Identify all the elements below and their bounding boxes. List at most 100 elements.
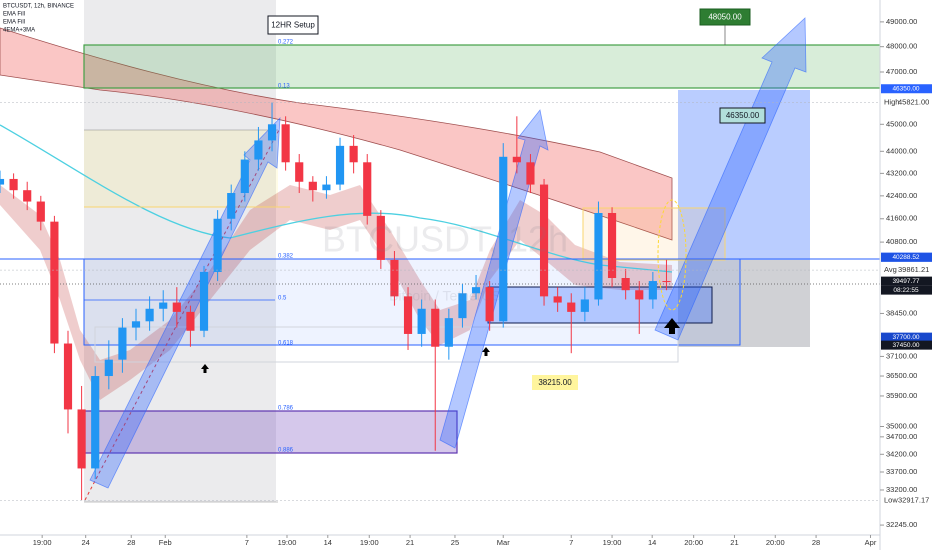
candle-body — [526, 162, 535, 185]
time-axis — [0, 535, 880, 550]
low-mark-box — [532, 375, 578, 390]
date-range-shade — [84, 0, 276, 502]
candle-body — [376, 215, 385, 260]
target-label: 48050.00 — [708, 13, 742, 22]
y-tick-label: 36500.00 — [886, 371, 917, 380]
x-tick-label: 19:00 — [603, 538, 622, 547]
candle-body — [322, 184, 331, 191]
price-tag — [881, 340, 932, 350]
candle-body — [240, 159, 249, 194]
x-tick-label: 14 — [324, 538, 332, 547]
highlight-ellipse — [657, 199, 687, 311]
candle-body — [0, 178, 5, 185]
x-tick-label: 21 — [730, 538, 738, 547]
countdown-box — [881, 285, 932, 295]
blue-arrow — [654, 17, 807, 341]
x-tick-label: 20:00 — [684, 538, 703, 547]
fib-label: 0.382 — [278, 254, 294, 260]
candle-body — [431, 308, 440, 347]
y-tick-label: 35000.00 — [886, 421, 917, 430]
yellow-box — [582, 207, 726, 261]
x-tick-label: 21 — [406, 538, 414, 547]
price-tag-label: 37700.00 — [892, 334, 919, 341]
y-tick-label: 43200.00 — [886, 168, 917, 177]
x-tick-label: Mar — [497, 538, 510, 547]
setup-label: 12HR Setup — [271, 21, 315, 30]
x-tick-label: Feb — [159, 538, 172, 547]
candle-body — [648, 281, 657, 300]
candle-body — [580, 299, 589, 312]
candle-body — [471, 287, 481, 294]
indicator-label: 4EMA+3MA — [3, 28, 35, 34]
candle-body — [77, 409, 86, 469]
fib-label: 0.618 — [278, 341, 294, 347]
y-tick-label: 37100.00 — [886, 351, 917, 360]
ma-line — [0, 124, 673, 273]
setup-box — [267, 15, 319, 35]
y-tick-label: 45000.00 — [886, 119, 917, 128]
candle-body — [485, 287, 494, 322]
candle-body — [213, 218, 222, 272]
price-tag — [881, 84, 932, 94]
black-arrow — [482, 347, 490, 356]
price-tag — [881, 252, 932, 262]
candle-body — [186, 311, 195, 331]
target-zone — [83, 44, 893, 89]
x-tick-label: 14 — [648, 538, 656, 547]
candle-body — [349, 145, 358, 163]
price-tag-label: 46350.00 — [892, 85, 919, 92]
candle-body — [23, 190, 32, 202]
black-arrow — [664, 318, 680, 334]
candle-body — [36, 201, 45, 222]
candles — [0, 102, 671, 501]
y-tick-label: 38450.00 — [886, 308, 917, 317]
y-tick-label: 47000.00 — [886, 67, 917, 76]
price-tag — [881, 276, 932, 286]
y-tick-label: 33200.00 — [886, 485, 917, 494]
price-tag-label: 39497.77 — [892, 278, 919, 285]
blue-arrow — [439, 109, 549, 449]
x-tick-label: 28 — [127, 538, 135, 547]
fib-label: 0.272 — [278, 40, 294, 46]
stat-value: 32917.17 — [898, 495, 929, 504]
watermark: BTCUSDT, 12h — [322, 219, 568, 260]
y-tick-label: 44000.00 — [886, 146, 917, 155]
x-tick-label: 28 — [812, 538, 820, 547]
stat-tag: Avg — [884, 265, 897, 274]
y-tick-label: 40800.00 — [886, 237, 917, 246]
x-tick-label: 19:00 — [33, 538, 52, 547]
fib-label: 0.886 — [278, 448, 294, 454]
y-tick-label: 49000.00 — [886, 17, 917, 26]
candle-body — [172, 302, 181, 312]
x-tick-label: 7 — [245, 538, 249, 547]
fib-label: 0.5 — [278, 296, 287, 302]
candle-body — [254, 140, 263, 160]
long-position-loss — [678, 260, 810, 347]
entry-box — [719, 107, 766, 124]
candle-body — [567, 302, 576, 312]
candle-body — [499, 156, 508, 322]
candle-body — [295, 162, 304, 182]
y-tick-label: 42400.00 — [886, 191, 917, 200]
candle-body — [118, 327, 127, 360]
stat-value: 39861.21 — [898, 265, 929, 274]
candle-body — [267, 124, 277, 141]
candle-body — [227, 193, 236, 219]
y-tick-label: 35900.00 — [886, 391, 917, 400]
candle-body — [335, 145, 345, 185]
price-tag-label: 37450.00 — [892, 342, 919, 349]
candle-body — [281, 124, 290, 163]
symbol-title: BTCUSDT, 12h, BINANCE — [3, 4, 74, 10]
candle-body — [594, 212, 603, 300]
x-tick-label: 19:00 — [360, 538, 379, 547]
y-tick-label: 32245.00 — [886, 520, 917, 529]
x-tick-label: 19:00 — [278, 538, 297, 547]
x-tick-label: 20:00 — [766, 538, 785, 547]
candle-body — [417, 308, 426, 334]
x-tick-label: 25 — [451, 538, 459, 547]
x-tick-label: Apr — [865, 538, 877, 547]
y-tick-label: 34200.00 — [886, 449, 917, 458]
candle-body — [607, 212, 617, 279]
